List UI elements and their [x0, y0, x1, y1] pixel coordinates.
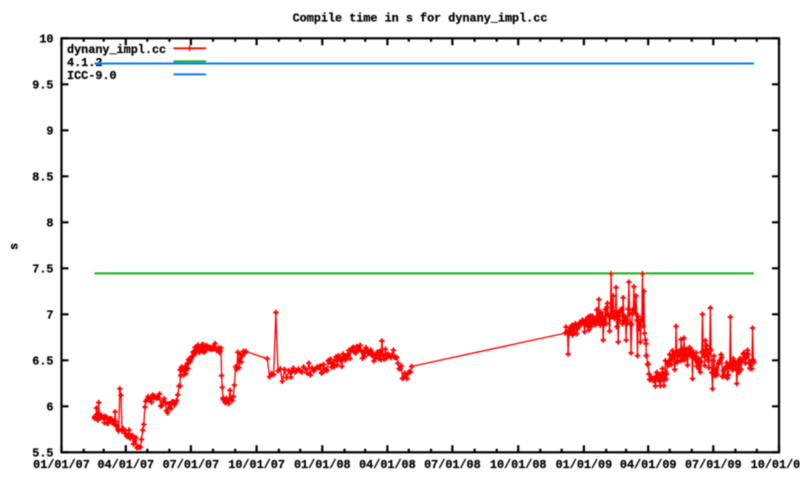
- svg-text:07/01/09: 07/01/09: [685, 458, 742, 472]
- svg-text:8.5: 8.5: [32, 170, 53, 184]
- svg-text:01/01/09: 01/01/09: [556, 458, 613, 472]
- svg-text:ICC-9.0: ICC-9.0: [67, 69, 117, 83]
- svg-text:6: 6: [46, 400, 53, 414]
- svg-text:7: 7: [46, 308, 53, 322]
- svg-text:01/01/08: 01/01/08: [294, 458, 351, 472]
- svg-text:10/01/09: 10/01/09: [751, 458, 800, 472]
- svg-text:9.5: 9.5: [32, 78, 53, 92]
- svg-text:5.5: 5.5: [32, 446, 53, 460]
- svg-text:10/01/08: 10/01/08: [490, 458, 547, 472]
- svg-text:04/01/07: 04/01/07: [97, 458, 154, 472]
- svg-text:04/01/08: 04/01/08: [359, 458, 416, 472]
- svg-text:07/01/08: 07/01/08: [424, 458, 481, 472]
- svg-text:6.5: 6.5: [32, 354, 53, 368]
- svg-text:dynany_impl.cc: dynany_impl.cc: [67, 43, 166, 57]
- svg-text:10/01/07: 10/01/07: [228, 458, 285, 472]
- svg-text:8: 8: [46, 216, 53, 230]
- svg-text:10: 10: [39, 32, 53, 46]
- svg-text:4.1.2: 4.1.2: [67, 56, 102, 70]
- svg-text:01/01/07: 01/01/07: [33, 458, 90, 472]
- svg-text:Compile time in s for dynany_i: Compile time in s for dynany_impl.cc: [293, 12, 548, 26]
- svg-text:07/01/07: 07/01/07: [163, 458, 220, 472]
- svg-text:s: s: [7, 243, 21, 250]
- svg-text:7.5: 7.5: [32, 262, 53, 276]
- svg-text:9: 9: [46, 124, 53, 138]
- svg-text:04/01/09: 04/01/09: [620, 458, 677, 472]
